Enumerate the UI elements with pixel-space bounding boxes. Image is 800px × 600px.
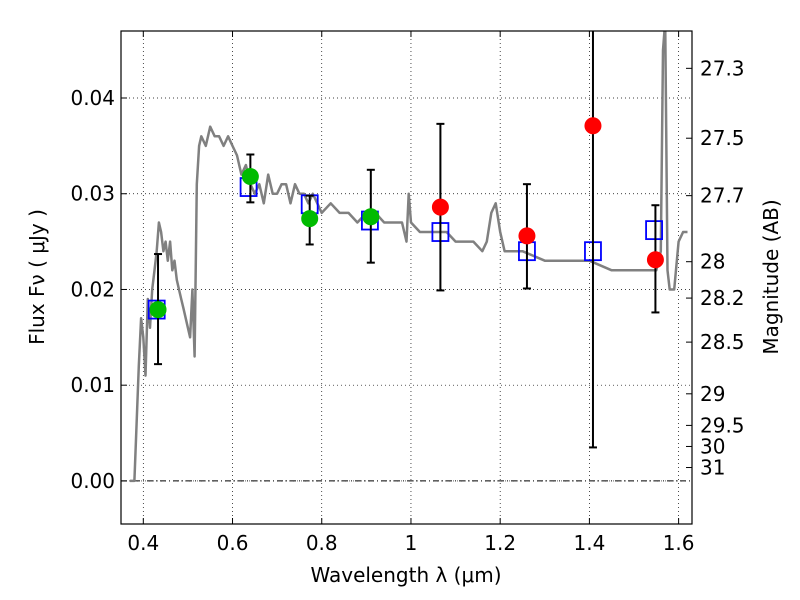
right-tick-label: 28 bbox=[700, 250, 725, 274]
y-tick-label: 0.02 bbox=[70, 277, 115, 301]
right-tick-label: 27.3 bbox=[700, 56, 745, 80]
x-tick-label: 1.2 bbox=[484, 531, 516, 555]
plot-frame bbox=[120, 30, 693, 525]
x-tick-label: 0.8 bbox=[306, 531, 338, 555]
x-tick-label: 1.6 bbox=[663, 531, 695, 555]
right-tick-label: 30 bbox=[700, 434, 725, 458]
green-data-point bbox=[301, 210, 319, 228]
right-tick-label: 29.5 bbox=[700, 413, 745, 437]
y-tick-label: 0.01 bbox=[70, 373, 115, 397]
x-tick-label: 1 bbox=[405, 531, 418, 555]
plot-area bbox=[129, 31, 688, 483]
y-axis: 0.00 0.01 0.02 0.03 0.04 bbox=[70, 86, 127, 493]
y-axis-label: Flux Fν ( μJy ) bbox=[25, 209, 49, 345]
green-data-point bbox=[362, 208, 380, 226]
right-tick-label: 27.5 bbox=[700, 126, 745, 150]
right-tick-label: 29 bbox=[700, 382, 725, 406]
model-photometry-square bbox=[645, 220, 663, 241]
y-tick-label: 0.00 bbox=[70, 469, 115, 493]
x-axis-label: Wavelength λ (μm) bbox=[310, 563, 501, 587]
x-tick-label: 0.6 bbox=[217, 531, 249, 555]
right-tick-label: 31 bbox=[700, 456, 725, 480]
right-axis-label: Magnitude (AB) bbox=[759, 199, 783, 354]
green-data-point bbox=[241, 168, 259, 186]
red-data-point bbox=[646, 251, 664, 269]
red-data-point bbox=[431, 198, 449, 216]
x-axis: 0.4 0.6 0.8 1 1.2 1.4 1.6 bbox=[127, 31, 695, 555]
y-tick-label: 0.04 bbox=[70, 86, 115, 110]
x-tick-label: 0.4 bbox=[127, 531, 159, 555]
red-data-point bbox=[584, 117, 602, 135]
right-tick-label: 28.5 bbox=[700, 330, 745, 354]
y-tick-label: 0.03 bbox=[70, 182, 115, 206]
right-tick-label: 27.7 bbox=[700, 184, 745, 208]
model-spectrum-line bbox=[129, 31, 688, 483]
x-tick-label: 1.4 bbox=[573, 531, 605, 555]
plot-background bbox=[121, 31, 692, 524]
red-data-point bbox=[518, 227, 536, 245]
green-data-point bbox=[149, 301, 167, 319]
right-tick-label: 28.2 bbox=[700, 286, 745, 310]
